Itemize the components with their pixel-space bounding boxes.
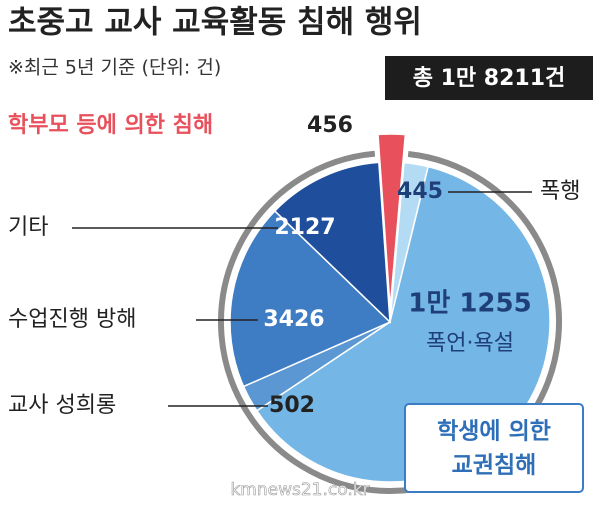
chart-subtitle: ※최근 5년 기준 (단위: 건) bbox=[8, 57, 221, 79]
pie-slice bbox=[229, 209, 392, 388]
total-badge bbox=[385, 56, 593, 100]
group-label: 교권침해 bbox=[452, 453, 537, 479]
category-label: 수업진행 방해 bbox=[8, 307, 136, 332]
pie-slice bbox=[273, 161, 391, 324]
group-label: 학생에 의한 bbox=[437, 419, 551, 445]
value-label: 3426 bbox=[263, 307, 324, 332]
category-label: 교사 성희롱 bbox=[8, 393, 116, 418]
chart-title: 초중고 교사 교육활동 침해 행위 bbox=[8, 5, 422, 41]
value-label: 445 bbox=[397, 179, 443, 204]
value-label: 456 bbox=[307, 113, 353, 138]
value-label: 2127 bbox=[274, 215, 335, 240]
category-label: 학부모 등에 의한 침해 bbox=[8, 113, 213, 138]
category-label: 기타 bbox=[8, 215, 48, 240]
value-label: 502 bbox=[269, 393, 315, 418]
watermark: kmnews21.co.kr bbox=[230, 480, 369, 500]
group-box bbox=[404, 403, 584, 493]
category-label: 폭행 bbox=[540, 179, 580, 204]
outer-ring bbox=[218, 150, 562, 494]
value-label: 1만 1255 bbox=[408, 289, 531, 319]
category-label: 폭언·욕설 bbox=[426, 331, 514, 356]
total-label: 총 1만 8211건 bbox=[413, 66, 566, 91]
pie-slice bbox=[377, 133, 407, 309]
